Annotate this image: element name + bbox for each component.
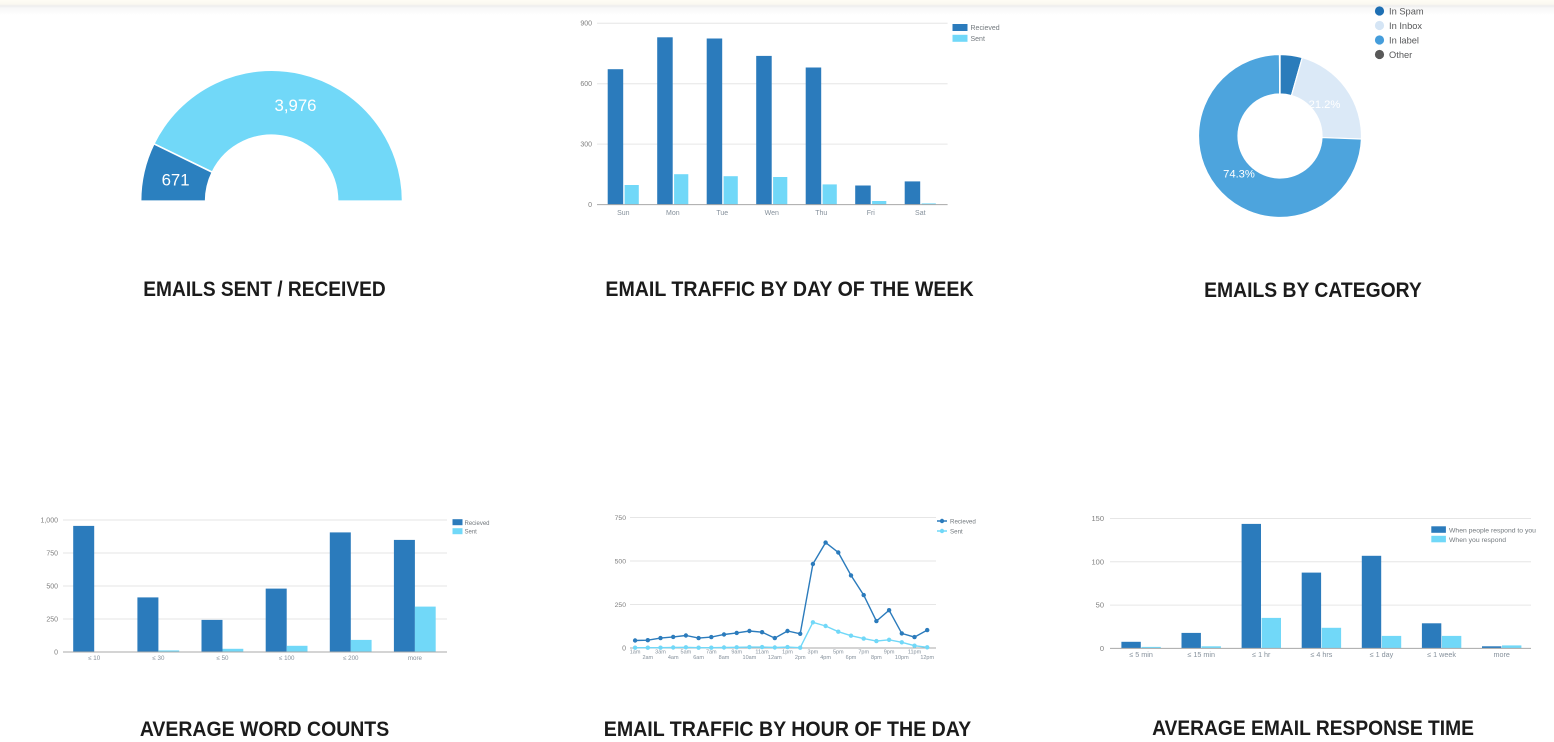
svg-text:Recieved: Recieved <box>465 521 490 527</box>
svg-text:750: 750 <box>615 515 627 522</box>
svg-text:7pm: 7pm <box>858 650 869 656</box>
svg-text:3am: 3am <box>655 650 666 656</box>
svg-text:more: more <box>408 655 423 662</box>
svg-text:≤ 5 min: ≤ 5 min <box>1129 650 1153 659</box>
svg-text:≤ 30: ≤ 30 <box>152 655 165 662</box>
svg-text:6am: 6am <box>693 655 704 661</box>
svg-text:5am: 5am <box>681 650 692 656</box>
svg-text:750: 750 <box>46 551 58 558</box>
svg-text:more: more <box>1494 650 1510 659</box>
svg-text:In Inbox: In Inbox <box>1389 21 1422 31</box>
svg-text:≤ 1 hr: ≤ 1 hr <box>1252 650 1271 659</box>
svg-text:10am: 10am <box>743 655 757 661</box>
svg-text:300: 300 <box>580 142 592 149</box>
svg-text:500: 500 <box>46 584 58 591</box>
svg-text:4pm: 4pm <box>820 655 831 661</box>
svg-text:7am: 7am <box>706 650 717 656</box>
svg-text:Mon: Mon <box>666 210 680 217</box>
svg-text:9am: 9am <box>731 650 742 656</box>
svg-text:Sun: Sun <box>617 210 630 217</box>
svg-text:12pm: 12pm <box>920 655 934 661</box>
svg-text:≤ 50: ≤ 50 <box>217 655 230 662</box>
svg-text:1am: 1am <box>630 650 641 656</box>
svg-text:12am: 12am <box>768 655 782 661</box>
svg-text:3,976: 3,976 <box>275 96 317 115</box>
svg-text:Recieved: Recieved <box>950 518 976 525</box>
svg-text:0: 0 <box>1100 644 1104 653</box>
svg-text:When you respond: When you respond <box>1449 537 1506 544</box>
svg-text:In label: In label <box>1389 35 1419 45</box>
svg-text:Other: Other <box>1389 50 1412 60</box>
svg-text:In Spam: In Spam <box>1389 6 1424 16</box>
svg-text:1pm: 1pm <box>782 650 793 656</box>
svg-text:2am: 2am <box>642 655 653 661</box>
svg-text:6pm: 6pm <box>846 655 857 661</box>
svg-text:4am: 4am <box>668 655 679 661</box>
svg-text:≤ 4 hrs: ≤ 4 hrs <box>1310 650 1332 659</box>
svg-text:21.2%: 21.2% <box>1309 99 1341 111</box>
svg-text:Thu: Thu <box>815 210 827 217</box>
svg-text:5pm: 5pm <box>833 650 844 656</box>
svg-text:2pm: 2pm <box>795 655 806 661</box>
svg-text:Sent: Sent <box>971 36 985 43</box>
svg-text:11am: 11am <box>755 650 769 656</box>
svg-text:3pm: 3pm <box>808 650 819 656</box>
svg-text:0: 0 <box>622 646 626 653</box>
svg-text:1,000: 1,000 <box>40 518 58 525</box>
svg-text:≤ 15 min: ≤ 15 min <box>1187 650 1215 659</box>
svg-text:0: 0 <box>588 202 592 209</box>
svg-text:0: 0 <box>54 650 58 657</box>
svg-text:900: 900 <box>580 21 592 28</box>
svg-text:8am: 8am <box>719 655 730 661</box>
svg-text:Tue: Tue <box>716 210 728 217</box>
svg-text:500: 500 <box>615 559 627 566</box>
svg-text:≤ 100: ≤ 100 <box>279 655 295 662</box>
svg-text:250: 250 <box>46 617 58 624</box>
svg-text:≤ 1 week: ≤ 1 week <box>1427 650 1456 659</box>
svg-text:8pm: 8pm <box>871 655 882 661</box>
svg-text:11pm: 11pm <box>908 650 922 656</box>
svg-text:Sent: Sent <box>950 528 963 535</box>
svg-text:Fri: Fri <box>867 210 876 217</box>
svg-text:When people respond to you: When people respond to you <box>1449 527 1536 534</box>
svg-text:≤ 10: ≤ 10 <box>88 655 101 662</box>
svg-text:Sat: Sat <box>915 210 926 217</box>
svg-text:74.3%: 74.3% <box>1223 169 1255 181</box>
svg-text:50: 50 <box>1096 601 1104 610</box>
svg-text:10pm: 10pm <box>895 655 909 661</box>
svg-text:9pm: 9pm <box>884 650 895 656</box>
svg-text:≤ 1 day: ≤ 1 day <box>1370 650 1394 659</box>
svg-text:≤ 200: ≤ 200 <box>343 655 359 662</box>
svg-text:Recieved: Recieved <box>971 25 1000 32</box>
svg-text:150: 150 <box>1091 514 1104 523</box>
svg-text:Sent: Sent <box>465 530 478 536</box>
svg-text:Wen: Wen <box>765 210 779 217</box>
svg-text:600: 600 <box>580 81 592 88</box>
svg-text:671: 671 <box>162 171 190 190</box>
svg-text:250: 250 <box>615 602 627 609</box>
svg-text:100: 100 <box>1091 557 1104 566</box>
